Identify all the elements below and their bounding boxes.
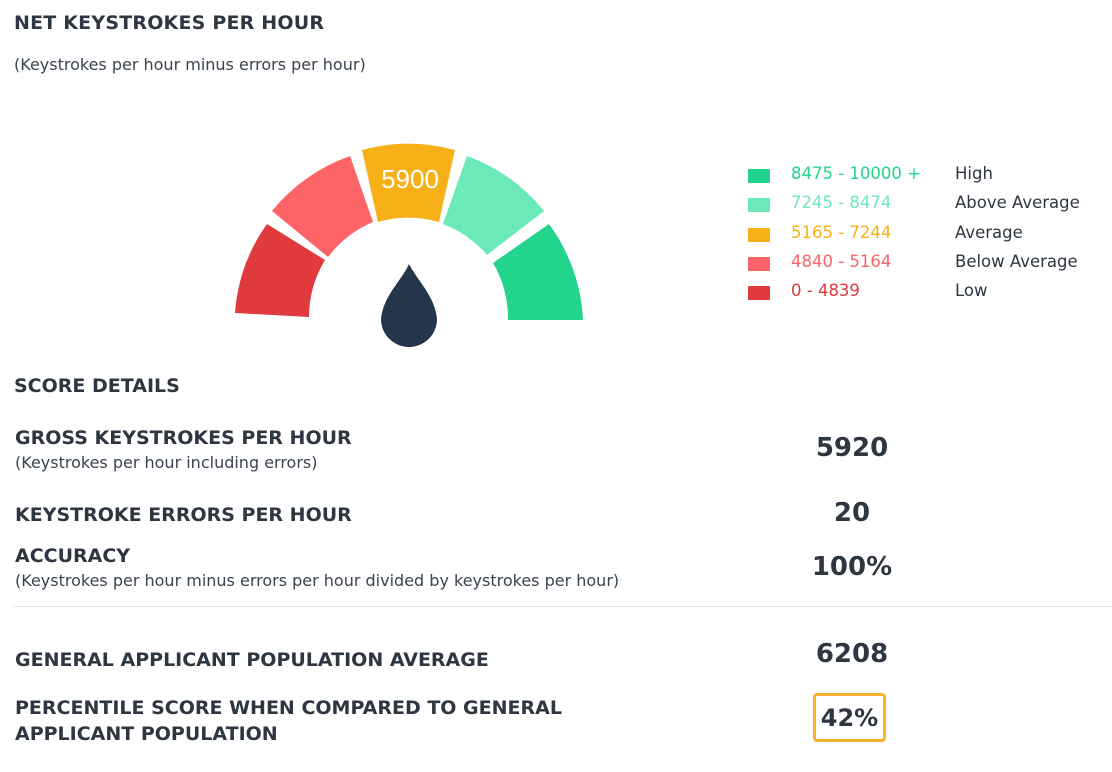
- legend-swatch-below-average: [748, 256, 770, 271]
- score-gauge: 5900: [235, 143, 583, 347]
- accuracy-value: 100%: [811, 552, 893, 582]
- legend-range-high: 8475 - 10000 +: [791, 164, 921, 183]
- legend-range-below-average: 4840 - 5164: [791, 251, 892, 271]
- population-average-title: GENERAL APPLICANT POPULATION AVERAGE: [15, 649, 489, 671]
- keystroke-errors-title: KEYSTROKE ERRORS PER HOUR: [15, 504, 352, 526]
- score-details-heading: SCORE DETAILS: [14, 375, 180, 397]
- gauge-needle-icon: [381, 264, 437, 347]
- legend-label-high: High: [955, 164, 993, 183]
- percentile-score-value: 42%: [820, 704, 879, 732]
- legend-item-high: 8475 - 10000 + High: [748, 164, 1108, 193]
- population-average-value: 6208: [815, 639, 889, 669]
- legend-label-average: Average: [955, 222, 1023, 242]
- legend-swatch-above-average: [748, 198, 770, 213]
- legend-range-above-average: 7245 - 8474: [791, 193, 892, 213]
- gauge-segment-low: [235, 224, 325, 317]
- gross-keystrokes-note: (Keystrokes per hour including errors): [15, 453, 318, 472]
- legend-range-low: 0 - 4839: [791, 281, 860, 301]
- gauge-segment-below-average: [272, 156, 373, 257]
- accuracy-note: (Keystrokes per hour minus errors per ho…: [15, 571, 620, 590]
- page-title: NET KEYSTROKES PER HOUR: [14, 12, 325, 34]
- legend-swatch-low: [748, 286, 770, 301]
- gauge-legend: 8475 - 10000 + High 7245 - 8474 Above Av…: [748, 164, 1108, 310]
- gross-keystrokes-value: 5920: [815, 433, 889, 463]
- gauge-segment-high: [493, 224, 583, 320]
- legend-swatch-high: [748, 169, 770, 183]
- percentile-score-badge: 42%: [813, 693, 886, 742]
- legend-label-low: Low: [955, 281, 988, 301]
- accuracy-title: ACCURACY: [15, 545, 131, 567]
- section-divider: [14, 606, 1112, 607]
- legend-swatch-average: [748, 227, 770, 242]
- gauge-value: 5900: [381, 164, 439, 194]
- legend-item-below-average: 4840 - 5164 Below Average: [748, 252, 1108, 281]
- gauge-segment-average: [362, 143, 455, 222]
- keystroke-errors-value: 20: [833, 498, 871, 528]
- legend-label-above-average: Above Average: [955, 193, 1080, 213]
- legend-range-average: 5165 - 7244: [791, 222, 892, 242]
- gauge-segment-above-average: [443, 156, 544, 255]
- legend-item-average: 5165 - 7244 Average: [748, 223, 1108, 252]
- legend-item-above-average: 7245 - 8474 Above Average: [748, 193, 1108, 222]
- legend-item-low: 0 - 4839 Low: [748, 281, 1108, 310]
- legend-label-below-average: Below Average: [955, 251, 1078, 271]
- percentile-score-title: PERCENTILE SCORE WHEN COMPARED TO GENERA…: [15, 697, 562, 745]
- page-subtitle: (Keystrokes per hour minus errors per ho…: [14, 55, 366, 74]
- gross-keystrokes-title: GROSS KEYSTROKES PER HOUR: [15, 427, 352, 449]
